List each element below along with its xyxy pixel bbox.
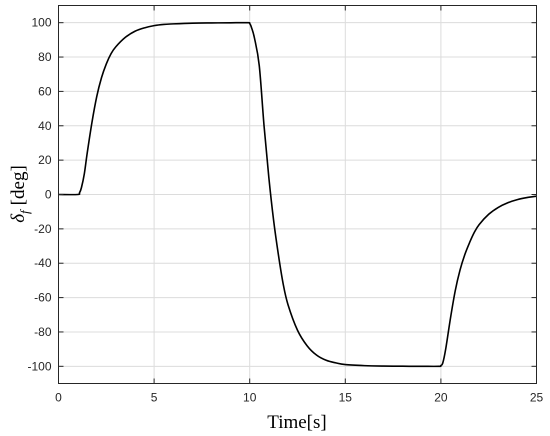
x-tick-label: 5	[151, 391, 158, 405]
y-axis-label: δf [deg]	[8, 165, 32, 223]
y-axis-unit: [deg]	[8, 165, 29, 205]
series-line	[58, 21, 537, 368]
y-tick-label: 0	[45, 188, 52, 202]
y-tick-label: 100	[31, 16, 51, 30]
x-tick-label: 10	[243, 391, 257, 405]
y-tick-label: 40	[38, 119, 52, 133]
y-tick-label: 60	[38, 84, 52, 98]
x-tick-label: 25	[530, 391, 544, 405]
x-axis-label: Time[s]	[267, 412, 326, 433]
x-tick-label: 20	[434, 391, 448, 405]
plot-area	[58, 21, 537, 368]
y-tick-label: 20	[38, 153, 52, 167]
grid	[58, 5, 537, 384]
y-tick-label: -60	[34, 291, 52, 305]
y-tick-label: -80	[34, 325, 52, 339]
x-tick-label: 15	[339, 391, 353, 405]
y-axis-symbol: δ	[8, 213, 29, 223]
y-tick-label: -100	[27, 359, 51, 373]
y-axis-subscript: f	[17, 208, 32, 214]
y-tick-label: -40	[34, 256, 52, 270]
x-tick-label: 0	[55, 391, 62, 405]
axis-ticks: 0 5 10 15 20 25 -100 -80 -60 -40 -20 0 20 40 60 80 100	[27, 5, 544, 405]
y-tick-label: -20	[34, 222, 52, 236]
y-tick-label: 80	[38, 50, 52, 64]
